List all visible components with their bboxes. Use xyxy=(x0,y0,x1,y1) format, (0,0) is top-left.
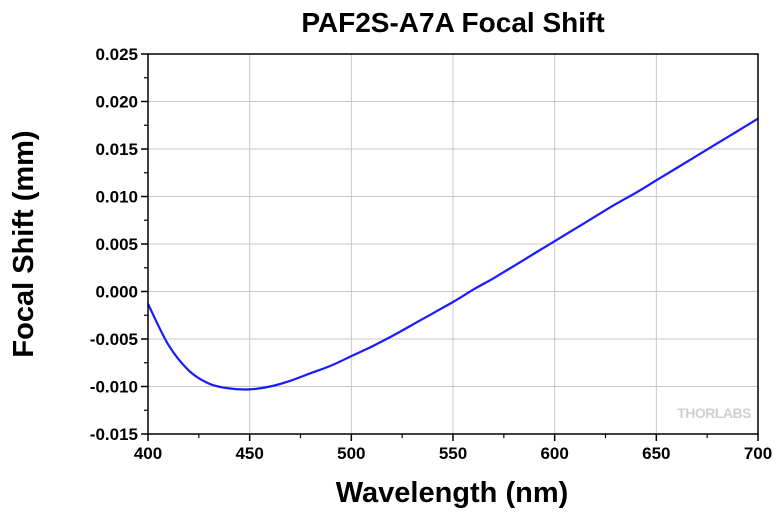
focal-shift-series-line xyxy=(147,117,759,391)
y-axis-title: Focal Shift (mm) xyxy=(8,130,40,357)
x-tick-label: 700 xyxy=(744,444,772,463)
thorlabs-watermark: THORLABS xyxy=(677,405,751,421)
x-tick-label: 450 xyxy=(235,444,263,463)
y-tick-label: -0.005 xyxy=(90,330,138,349)
chart-title: PAF2S-A7A Focal Shift xyxy=(301,7,604,38)
x-tick-label: 550 xyxy=(439,444,467,463)
y-tick-label: -0.010 xyxy=(90,378,138,397)
grid-layer xyxy=(148,54,758,434)
x-tick-label: 500 xyxy=(337,444,365,463)
x-axis-title: Wavelength (nm) xyxy=(336,477,569,509)
x-tick-label: 600 xyxy=(540,444,568,463)
x-tick-label: 400 xyxy=(134,444,162,463)
y-tick-label: 0.020 xyxy=(95,93,138,112)
x-tick-label: 650 xyxy=(642,444,670,463)
y-tick-label: 0.025 xyxy=(95,45,138,64)
series-layer xyxy=(147,117,759,391)
y-tick-label: 0.015 xyxy=(95,140,138,159)
y-tick-label: 0.000 xyxy=(95,283,138,302)
tick-layer: 400 450 500 550 600 650 700 -0.015 -0.010 -0.005 0… xyxy=(90,45,772,463)
y-tick-label: -0.015 xyxy=(90,425,138,444)
y-tick-label: 0.005 xyxy=(95,235,138,254)
y-tick-label: 0.010 xyxy=(95,188,138,207)
